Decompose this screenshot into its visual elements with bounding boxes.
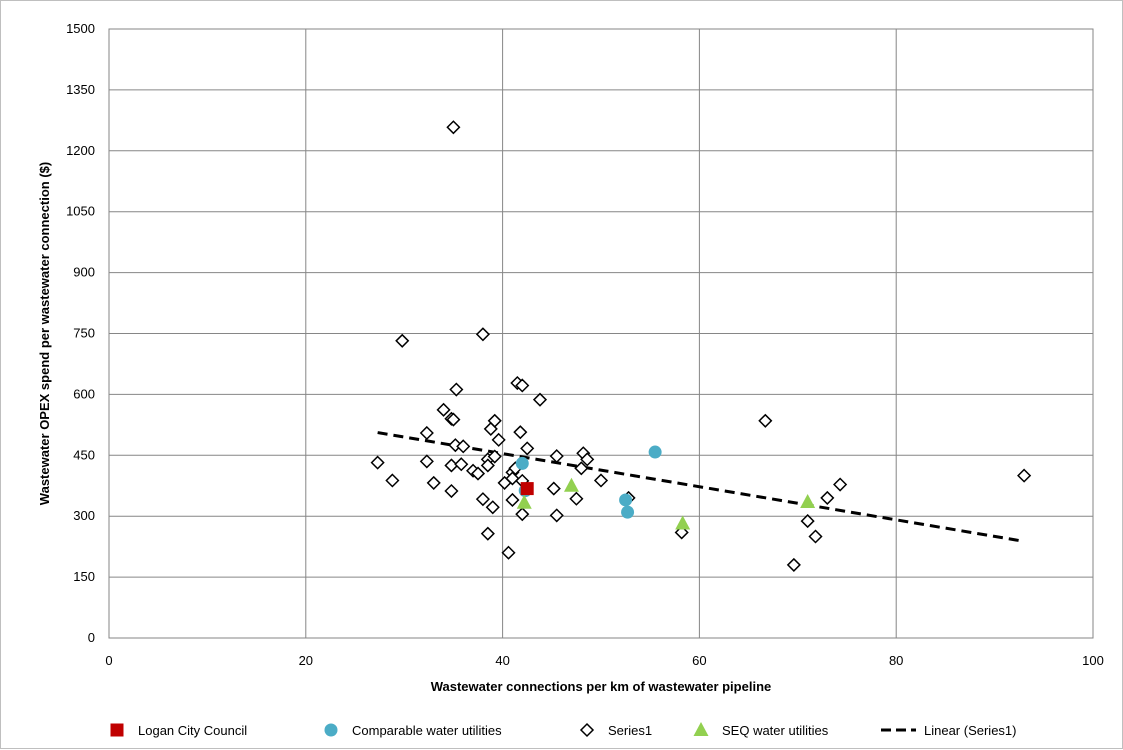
data-point-series1 — [419, 425, 434, 441]
data-point-series1 — [446, 120, 461, 135]
data-point-series1 — [820, 490, 835, 505]
data-point-series1 — [446, 412, 461, 427]
data-point-comparable-water-utilities — [648, 445, 662, 459]
y-tick-label: 0 — [88, 630, 95, 645]
data-point-series1 — [419, 454, 434, 469]
data-point-series1 — [515, 507, 530, 522]
data-point-series1 — [395, 333, 410, 348]
y-tick-label: 900 — [73, 265, 95, 280]
data-point-series1 — [513, 425, 528, 440]
data-point-series1 — [758, 413, 773, 428]
data-point-logan-city-council — [520, 482, 534, 496]
data-point-seq-water-utilities — [800, 493, 816, 508]
grid-lines — [108, 28, 1094, 639]
data-point-series1 — [436, 402, 451, 417]
data-point-series1 — [833, 477, 848, 492]
data-point-series1 — [800, 514, 815, 529]
legend-marker-seq-water-utilities — [693, 722, 709, 736]
tick-labels: 0 150 300 450 600 750 900 1050 1200 1350 1500 0 20 40… — [66, 21, 1104, 668]
legend-marker-logan-city-council — [110, 723, 124, 737]
data-point-series1 — [456, 439, 471, 454]
x-tick-label: 0 — [105, 653, 112, 668]
data-point-series1 — [449, 382, 464, 397]
y-axis-title: Wastewater OPEX spend per wastewater con… — [37, 162, 52, 505]
data-point-series1 — [483, 421, 498, 436]
data-point-series1 — [501, 545, 516, 560]
x-tick-label: 40 — [495, 653, 509, 668]
data-point-series1 — [1017, 468, 1032, 483]
data-point-series1 — [549, 449, 564, 464]
y-tick-label: 1350 — [66, 82, 95, 97]
data-point-series1 — [569, 491, 584, 506]
data-point-comparable-water-utilities — [619, 493, 633, 507]
data-point-series1 — [370, 455, 385, 470]
y-tick-label: 1500 — [66, 21, 95, 36]
y-tick-label: 600 — [73, 386, 95, 401]
data-point-series1 — [532, 392, 548, 407]
data-point-series1 — [480, 458, 495, 473]
data-point-series1 — [480, 526, 495, 541]
y-tick-label: 1050 — [66, 204, 95, 219]
y-tick-label: 1200 — [66, 143, 95, 158]
y-tick-label: 450 — [73, 447, 95, 462]
x-tick-label: 80 — [889, 653, 903, 668]
y-tick-label: 750 — [73, 326, 95, 341]
data-point-series1 — [580, 452, 595, 467]
data-point-series1 — [475, 327, 490, 342]
y-tick-label: 150 — [73, 569, 95, 584]
trendline — [377, 431, 1025, 543]
legend-label-seq-water-utilities: SEQ water utilities — [722, 723, 829, 738]
legend: Logan City Council Comparable water utili… — [110, 722, 1017, 738]
data-point-series1 — [475, 492, 490, 507]
data-point-seq-water-utilities — [563, 477, 579, 492]
legend-marker-series1 — [579, 722, 595, 738]
x-tick-label: 60 — [692, 653, 706, 668]
data-point-series1 — [549, 508, 564, 523]
data-point-series1 — [546, 481, 561, 496]
data-point-series1 — [385, 473, 400, 488]
data-point-comparable-water-utilities — [515, 456, 529, 470]
data-point-series1 — [520, 441, 535, 456]
data-point-seq-water-utilities — [516, 494, 532, 509]
data-points — [370, 120, 1032, 572]
data-point-series1 — [454, 457, 469, 472]
data-point-series1 — [505, 492, 520, 508]
x-tick-label: 100 — [1082, 653, 1104, 668]
data-point-series1 — [470, 466, 486, 481]
data-point-series1 — [444, 483, 459, 499]
legend-marker-comparable-water-utilities — [324, 723, 338, 737]
data-point-series1 — [497, 475, 512, 490]
legend-label-trendline: Linear (Series1) — [924, 723, 1017, 738]
data-point-series1 — [786, 557, 801, 572]
legend-label-logan-city-council: Logan City Council — [138, 723, 247, 738]
data-point-seq-water-utilities — [675, 515, 691, 530]
legend-label-comparable-water-utilities: Comparable water utilities — [352, 723, 502, 738]
trendline-layer — [377, 431, 1025, 543]
data-point-series1 — [426, 475, 441, 490]
data-point-series1 — [487, 449, 502, 464]
data-point-series1 — [593, 473, 609, 488]
y-tick-label: 300 — [73, 508, 95, 523]
plot-area — [108, 28, 1094, 639]
data-point-comparable-water-utilities — [621, 505, 635, 519]
data-point-series1 — [808, 529, 823, 544]
x-axis-title: Wastewater connections per km of wastewa… — [431, 679, 772, 694]
data-point-series1 — [485, 500, 500, 515]
legend-label-series1: Series1 — [608, 723, 652, 738]
x-tick-label: 20 — [299, 653, 313, 668]
data-point-series1 — [515, 378, 530, 393]
data-point-series1 — [491, 432, 506, 447]
data-point-series1 — [574, 461, 589, 476]
